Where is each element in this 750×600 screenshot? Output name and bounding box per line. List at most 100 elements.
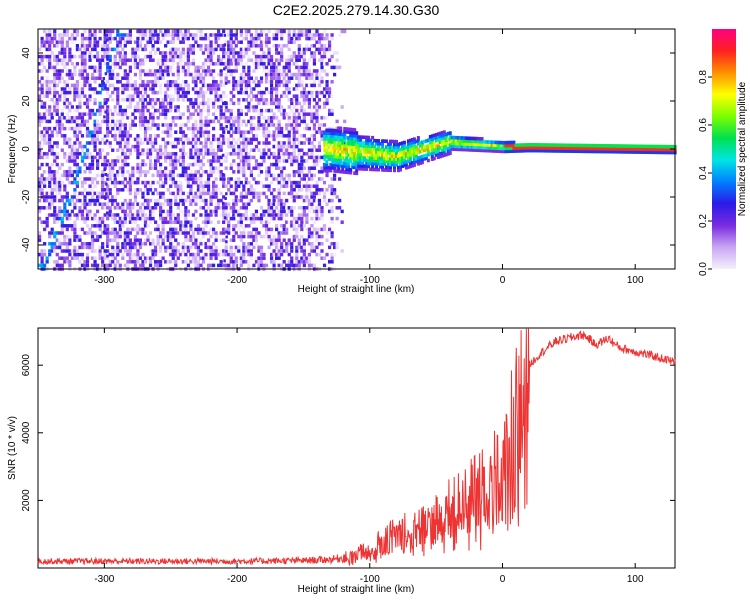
heatmap-cell — [65, 195, 69, 199]
heatmap-cell — [88, 54, 92, 59]
heatmap-cell — [339, 129, 343, 134]
heatmap-cell — [48, 144, 52, 149]
heatmap-cell — [191, 134, 196, 138]
heatmap-cell — [73, 202, 77, 206]
heatmap-cell — [227, 130, 231, 134]
heatmap-cell — [264, 36, 269, 41]
heatmap-cell — [297, 170, 301, 174]
heatmap-cell — [80, 242, 85, 246]
heatmap-cell — [337, 166, 341, 171]
heatmap-cell — [232, 69, 236, 73]
heatmap-cell — [176, 33, 180, 37]
heatmap-cell — [239, 123, 243, 127]
heatmap-cell — [113, 238, 117, 242]
heatmap-cell — [73, 155, 77, 160]
heatmap-cell — [252, 105, 256, 109]
heatmap-cell — [247, 108, 251, 113]
heatmap-cell — [159, 195, 163, 199]
heatmap-cell — [295, 94, 299, 98]
heatmap-cell — [387, 165, 391, 170]
heatmap-cell — [232, 130, 236, 134]
heatmap-cell — [116, 47, 120, 52]
heatmap-cell — [196, 148, 201, 152]
heatmap-cell — [73, 69, 77, 73]
heatmap-cell — [138, 126, 143, 131]
heatmap-cell — [456, 147, 460, 152]
heatmap-cell — [176, 47, 180, 52]
heatmap-cell — [331, 154, 335, 159]
heatmap-cell — [254, 231, 259, 235]
heatmap-cell — [90, 141, 95, 145]
heatmap-cell — [60, 40, 64, 44]
heatmap-cell — [394, 157, 398, 161]
heatmap-cell — [259, 76, 264, 80]
heatmap-cell — [194, 65, 198, 70]
heatmap-cell — [272, 144, 276, 149]
heatmap-cell — [214, 83, 218, 88]
heatmap-cell — [106, 195, 110, 199]
heatmap-cell — [280, 173, 284, 178]
heatmap-cell — [43, 116, 47, 120]
heatmap-cell — [355, 142, 359, 147]
heatmap-cell — [209, 141, 213, 145]
heatmap-cell — [323, 157, 327, 161]
heatmap-cell — [199, 141, 203, 145]
heatmap-cell — [138, 58, 143, 62]
heatmap-cell — [331, 128, 335, 133]
heatmap-cell — [363, 158, 367, 163]
heatmap-cell — [131, 260, 135, 264]
heatmap-cell — [280, 105, 284, 109]
heatmap-cell — [75, 98, 80, 102]
heatmap-cell — [383, 168, 387, 172]
heatmap-cell — [275, 227, 279, 232]
heatmap-cell — [337, 126, 341, 130]
heatmap-cell — [101, 119, 105, 124]
heatmap-cell — [339, 135, 343, 139]
heatmap-cell — [204, 108, 208, 113]
heatmap-cell — [73, 141, 77, 145]
heatmap-cell — [239, 83, 243, 88]
heatmap-cell — [88, 51, 92, 55]
heatmap-cell — [452, 147, 456, 151]
heatmap-cell — [166, 213, 170, 217]
heatmap-cell — [206, 54, 211, 59]
heatmap-cell — [254, 234, 259, 239]
heatmap-cell — [442, 139, 446, 143]
heatmap-cell — [320, 44, 324, 48]
heatmap-cell — [68, 69, 72, 73]
heatmap-cell — [244, 80, 248, 84]
heatmap-cell — [184, 166, 188, 170]
heatmap-cell — [262, 65, 266, 70]
heatmap-cell — [93, 213, 97, 217]
heatmap-cell — [339, 138, 343, 142]
heatmap-cell — [191, 256, 196, 260]
heatmap-cell — [58, 40, 62, 44]
heatmap-cell — [143, 231, 148, 235]
heatmap-cell — [247, 54, 251, 59]
heatmap-cell — [335, 129, 339, 133]
heatmap-cell — [292, 98, 296, 102]
heatmap-cell — [80, 202, 85, 206]
heatmap-cell — [338, 177, 342, 181]
heatmap-cell — [406, 153, 410, 158]
heatmap-cell — [259, 44, 264, 48]
heatmap-cell — [333, 169, 337, 173]
heatmap-cell — [184, 209, 188, 214]
heatmap-cell — [229, 98, 233, 102]
heatmap-cell — [333, 143, 337, 147]
heatmap-cell — [290, 220, 294, 224]
heatmap-cell — [381, 156, 385, 161]
heatmap-cell — [229, 141, 233, 145]
heatmap-cell — [214, 195, 218, 199]
heatmap-cell — [48, 116, 52, 120]
heatmap-cell — [156, 90, 160, 95]
heatmap-cell — [75, 195, 80, 199]
heatmap-cell — [186, 231, 190, 235]
heatmap-cell — [242, 188, 246, 192]
heatmap-cell — [116, 252, 120, 257]
heatmap-cell — [83, 36, 87, 41]
heatmap-cell — [136, 170, 140, 174]
heatmap-cell — [327, 209, 332, 214]
heatmap-cell — [151, 137, 155, 142]
heatmap-cell — [169, 245, 173, 250]
